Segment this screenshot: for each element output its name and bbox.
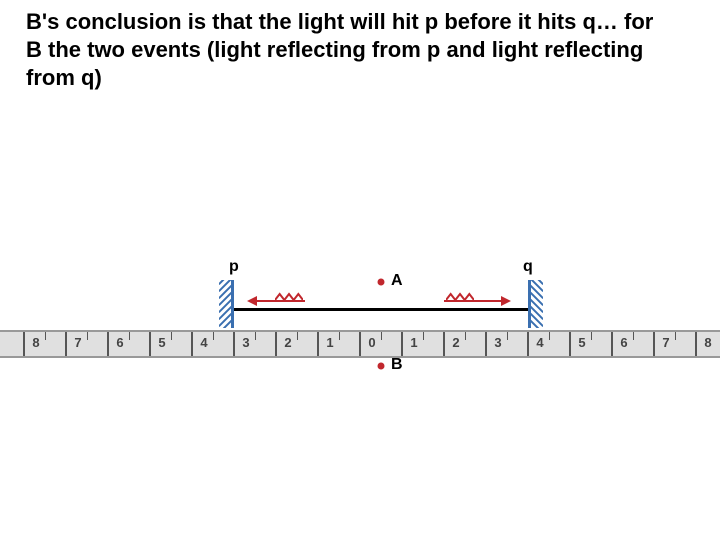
- ruler-minor-tick: [213, 332, 214, 340]
- ruler-major-tick: [569, 332, 571, 356]
- arrow-head-icon: [501, 296, 511, 306]
- ruler-minor-tick: [423, 332, 424, 340]
- ruler-number: 0: [368, 335, 375, 350]
- ruler-minor-tick: [255, 332, 256, 340]
- ruler-number: 8: [704, 335, 711, 350]
- ruler-major-tick: [653, 332, 655, 356]
- ruler-minor-tick: [45, 332, 46, 340]
- wall-p: [231, 280, 234, 328]
- ruler-major-tick: [149, 332, 151, 356]
- ruler-number: 4: [200, 335, 207, 350]
- ruler-number: 6: [116, 335, 123, 350]
- ruler-major-tick: [401, 332, 403, 356]
- ruler-number: 4: [536, 335, 543, 350]
- slide: B's conclusion is that the light will hi…: [0, 0, 720, 540]
- platform-line: [234, 308, 528, 311]
- point-A-dot: [378, 279, 385, 286]
- point-A-label: A: [391, 272, 403, 290]
- ruler-minor-tick: [381, 332, 382, 340]
- title-text: B's conclusion is that the light will hi…: [26, 8, 666, 92]
- light-squiggle-icon: [275, 292, 303, 302]
- ruler-number: 3: [242, 335, 249, 350]
- ruler-major-tick: [443, 332, 445, 356]
- ruler-number: 6: [620, 335, 627, 350]
- ruler-major-tick: [359, 332, 361, 356]
- ruler-number: 2: [452, 335, 459, 350]
- ruler-number: 3: [494, 335, 501, 350]
- wall-p-hatch: [219, 280, 231, 328]
- point-B-dot: [378, 363, 385, 370]
- ruler-minor-tick: [297, 332, 298, 340]
- ruler-minor-tick: [339, 332, 340, 340]
- ruler-number: 1: [326, 335, 333, 350]
- ruler-major-tick: [233, 332, 235, 356]
- ruler-major-tick: [191, 332, 193, 356]
- relativity-diagram: 8 7 6 5 4 3 2 1 0 1 2 3 4 5 6 7 8 p q A B: [0, 240, 720, 400]
- ruler-major-tick: [695, 332, 697, 356]
- light-arrow-right: [444, 288, 511, 308]
- ruler-minor-tick: [507, 332, 508, 340]
- ruler-number: 2: [284, 335, 291, 350]
- ruler: 8 7 6 5 4 3 2 1 0 1 2 3 4 5 6 7 8: [0, 330, 720, 358]
- ruler-major-tick: [317, 332, 319, 356]
- ruler-major-tick: [65, 332, 67, 356]
- wall-label-p: p: [229, 258, 239, 276]
- ruler-number: 5: [158, 335, 165, 350]
- ruler-minor-tick: [591, 332, 592, 340]
- ruler-minor-tick: [171, 332, 172, 340]
- ruler-number: 7: [662, 335, 669, 350]
- ruler-number: 7: [74, 335, 81, 350]
- ruler-minor-tick: [129, 332, 130, 340]
- arrow-head-icon: [247, 296, 257, 306]
- ruler-minor-tick: [465, 332, 466, 340]
- ruler-number: 1: [410, 335, 417, 350]
- ruler-major-tick: [23, 332, 25, 356]
- wall-label-q: q: [523, 258, 533, 276]
- ruler-number: 5: [578, 335, 585, 350]
- ruler-minor-tick: [87, 332, 88, 340]
- ruler-minor-tick: [675, 332, 676, 340]
- ruler-major-tick: [611, 332, 613, 356]
- light-arrow-left: [247, 288, 306, 308]
- wall-q-hatch: [531, 280, 543, 328]
- ruler-minor-tick: [633, 332, 634, 340]
- ruler-major-tick: [107, 332, 109, 356]
- ruler-minor-tick: [549, 332, 550, 340]
- ruler-major-tick: [527, 332, 529, 356]
- point-B-label: B: [391, 356, 403, 374]
- light-squiggle-icon: [446, 292, 474, 302]
- ruler-major-tick: [275, 332, 277, 356]
- ruler-number: 8: [32, 335, 39, 350]
- ruler-major-tick: [485, 332, 487, 356]
